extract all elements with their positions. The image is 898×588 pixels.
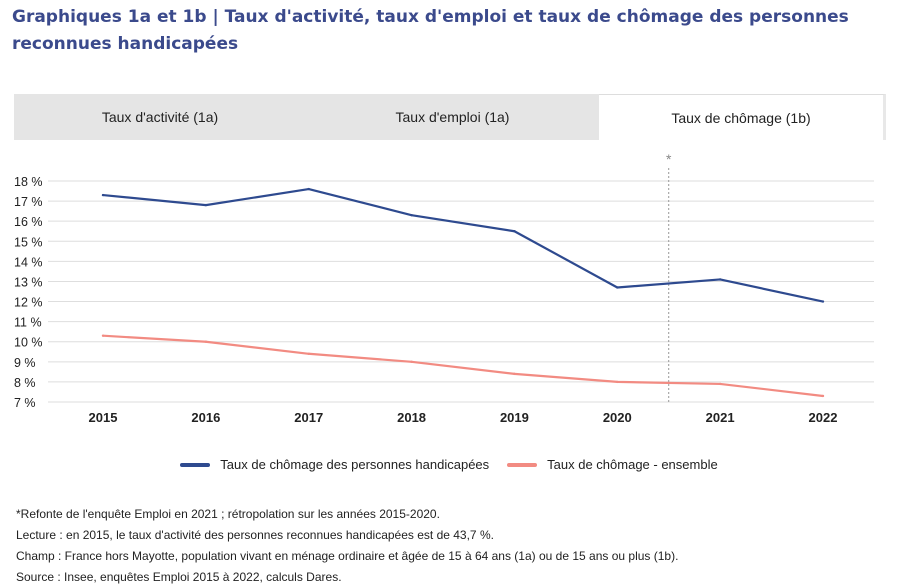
data-point[interactable] <box>307 187 310 191</box>
y-tick-label: 10 % <box>14 336 43 350</box>
data-point[interactable] <box>616 380 619 384</box>
x-tick-label: 2015 <box>89 410 118 425</box>
x-tick-label: 2019 <box>500 410 529 425</box>
data-point[interactable] <box>204 203 208 207</box>
data-point[interactable] <box>513 230 516 233</box>
legend-item-ensemble[interactable]: Taux de chômage - ensemble <box>507 457 718 472</box>
y-tick-label: 12 % <box>14 296 43 310</box>
footnote-source: Source : Insee, enquêtes Emploi 2015 à 2… <box>16 570 342 584</box>
data-point[interactable] <box>616 286 619 289</box>
data-point[interactable] <box>204 340 208 343</box>
x-tick-label: 2020 <box>603 410 632 425</box>
y-tick-label: 18 % <box>14 175 43 189</box>
series-line-1[interactable] <box>102 334 824 398</box>
legend-swatch <box>507 462 538 467</box>
y-tick-label: 11 % <box>14 316 42 330</box>
data-point[interactable] <box>101 193 105 197</box>
tab-taux-activite[interactable]: Taux d'activité (1a) <box>14 94 306 140</box>
chart-title: Graphiques 1a et 1b | Taux d'activité, t… <box>12 7 849 54</box>
x-tick-label: 2016 <box>191 410 220 425</box>
data-point[interactable] <box>410 213 413 217</box>
footnote-refonte: *Refonte de l'enquête Emploi en 2021 ; r… <box>16 507 440 521</box>
data-point[interactable] <box>101 334 105 337</box>
x-tick-label: 2017 <box>294 410 323 425</box>
y-tick-label: 15 % <box>14 235 43 249</box>
y-tick-label: 7 % <box>14 396 36 410</box>
y-tick-label: 17 % <box>14 195 43 209</box>
y-tick-label: 14 % <box>14 255 43 269</box>
footnote-champ: Champ : France hors Mayotte, population … <box>16 549 679 563</box>
x-axis-ticks: 2015 2016 2017 2018 2019 2020 2021 2022 <box>89 410 838 425</box>
footnote-lecture: Lecture : en 2015, le taux d'activité de… <box>16 528 494 542</box>
tab-label: Taux d'activité (1a) <box>101 109 219 125</box>
grid-lines <box>48 180 874 403</box>
y-axis-ticks: 18 % 17 % 16 % 15 % 14 % 13 % 12 % 11 % 10 % 9 % 8… <box>14 175 43 410</box>
y-tick-label: 9 % <box>14 356 36 370</box>
data-point[interactable] <box>718 278 722 281</box>
data-point[interactable] <box>307 352 310 355</box>
legend-label: Taux de chômage des personnes handicapée… <box>220 457 490 472</box>
legend-swatch <box>180 462 211 467</box>
data-point[interactable] <box>513 372 516 376</box>
data-point[interactable] <box>410 360 413 364</box>
tab-bar: Taux d'activité (1a) Taux d'emploi (1a) … <box>14 94 886 140</box>
tab-taux-emploi[interactable]: Taux d'emploi (1a) <box>306 94 599 140</box>
x-tick-label: 2022 <box>809 410 838 425</box>
legend-label: Taux de chômage - ensemble <box>547 457 718 472</box>
y-tick-label: 8 % <box>14 376 36 390</box>
line-chart: 18 % 17 % 16 % 15 % 14 % 13 % 12 % 11 % 10 % 9 % 8… <box>14 151 874 425</box>
annotation-label: * <box>666 151 672 167</box>
x-tick-label: 2021 <box>706 410 735 425</box>
footnotes: *Refonte de l'enquête Emploi en 2021 ; r… <box>16 504 678 588</box>
series-line-0[interactable] <box>102 187 824 303</box>
tab-label: Taux de chômage (1b) <box>671 109 811 126</box>
data-point[interactable] <box>821 394 825 398</box>
data-point[interactable] <box>718 382 722 386</box>
legend-item-handicapees[interactable]: Taux de chômage des personnes handicapée… <box>180 457 489 472</box>
x-tick-label: 2018 <box>397 410 426 425</box>
y-tick-label: 13 % <box>14 275 43 289</box>
y-tick-label: 16 % <box>14 215 43 229</box>
legend: Taux de chômage des personnes handicapée… <box>0 457 898 472</box>
tab-taux-chomage[interactable]: Taux de chômage (1b) <box>599 94 886 140</box>
annotation: * <box>666 151 672 402</box>
series-lines <box>101 187 825 398</box>
data-point[interactable] <box>821 300 825 303</box>
tab-label: Taux d'emploi (1a) <box>395 109 510 125</box>
